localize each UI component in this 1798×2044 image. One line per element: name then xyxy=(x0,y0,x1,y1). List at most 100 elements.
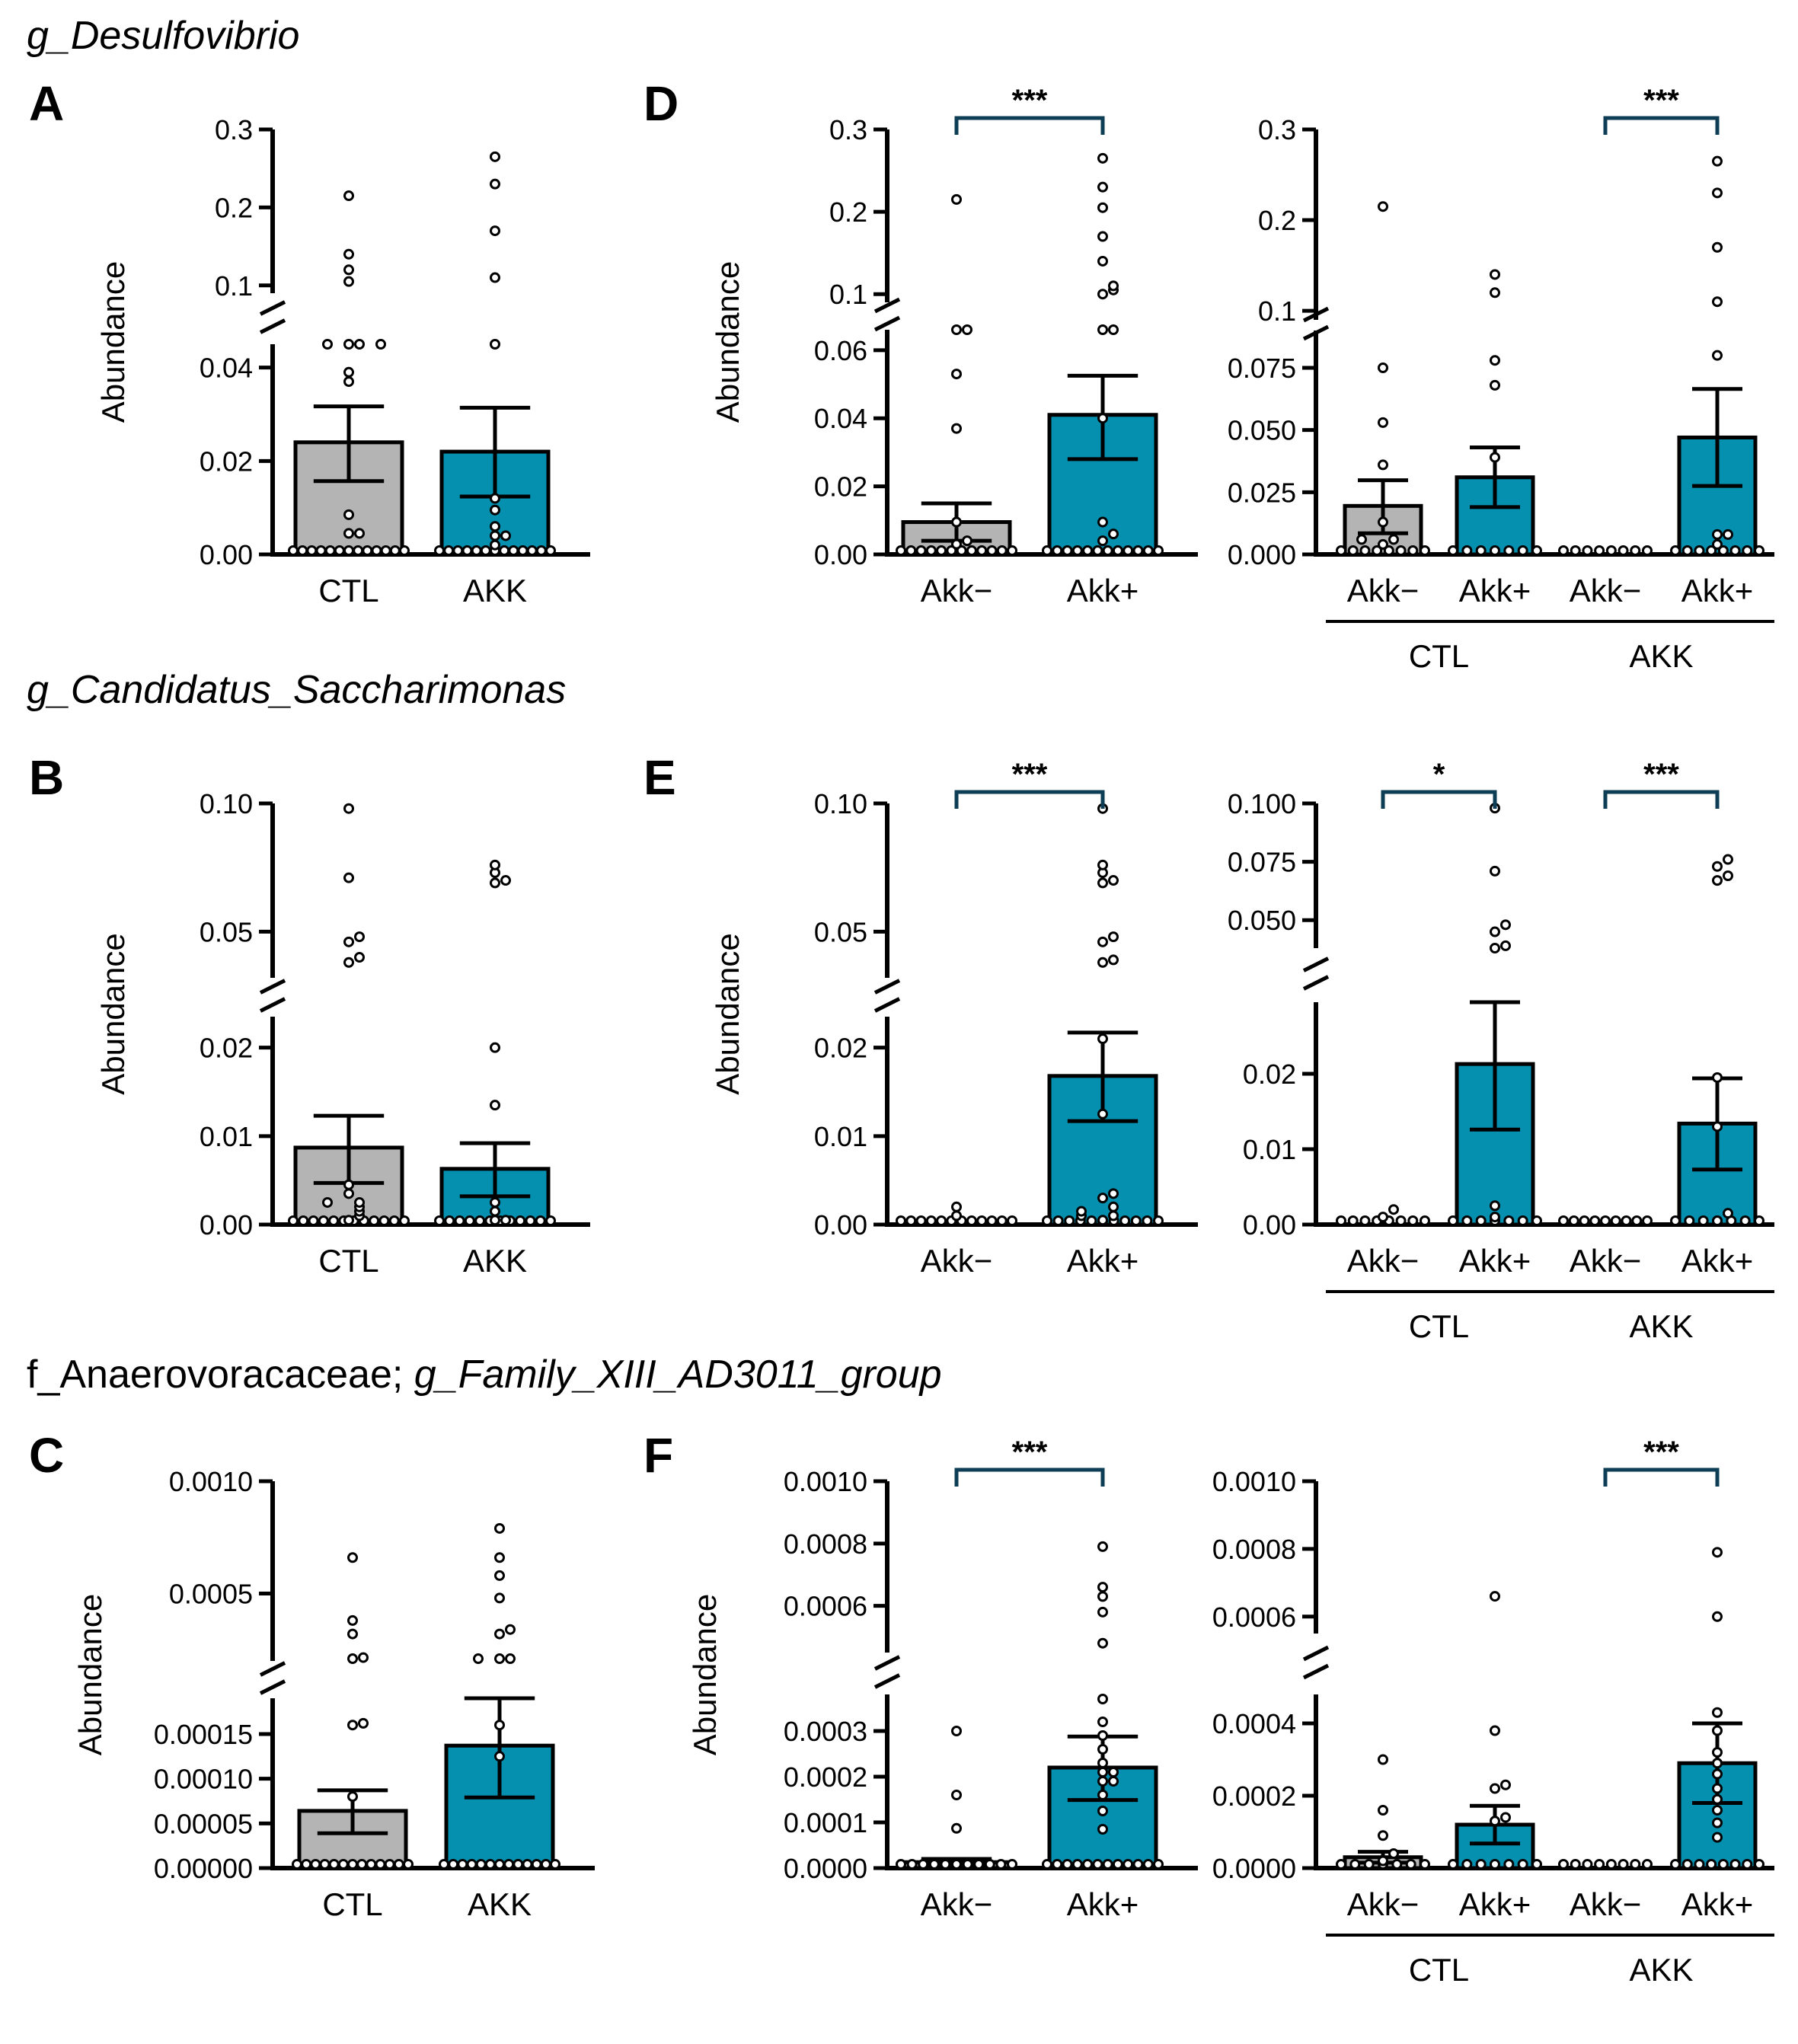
y-tick-label-upper: 0.0010 xyxy=(1212,1466,1296,1497)
data-point xyxy=(515,1215,526,1226)
data-point xyxy=(297,545,308,556)
data-point xyxy=(1594,1859,1605,1870)
data-point xyxy=(936,1215,947,1226)
data-point xyxy=(1097,1758,1108,1768)
data-point xyxy=(1712,187,1723,199)
data-point xyxy=(1490,1816,1500,1827)
data-point xyxy=(1475,1859,1487,1870)
data-point xyxy=(490,539,500,551)
data-point xyxy=(490,1100,500,1111)
data-point xyxy=(1490,926,1500,937)
data-point xyxy=(1097,877,1108,889)
data-point xyxy=(288,545,299,556)
data-point xyxy=(1490,379,1500,391)
data-point xyxy=(1712,1747,1723,1758)
data-point xyxy=(1062,545,1073,556)
data-point xyxy=(1582,545,1593,556)
y-tick-label-upper: 0.1 xyxy=(829,279,867,310)
y-tick-label-upper: 0.10 xyxy=(814,788,867,819)
data-point xyxy=(1729,1859,1741,1870)
y-axis-label: Abundance xyxy=(687,1594,723,1756)
data-point xyxy=(1712,1817,1723,1828)
x-category-label: AKK xyxy=(463,1243,527,1279)
group-label: CTL xyxy=(1409,1308,1469,1344)
data-point xyxy=(1097,324,1108,335)
y-tick-label-lower: 0.04 xyxy=(200,353,253,384)
data-point xyxy=(1568,1215,1579,1226)
significance-label: *** xyxy=(1012,1436,1048,1469)
y-tick-label-lower: 0.02 xyxy=(1243,1059,1296,1090)
data-point xyxy=(1097,413,1108,424)
data-point xyxy=(1570,1859,1581,1870)
data-point xyxy=(1712,1805,1723,1816)
axis-break-mark xyxy=(1302,975,1330,991)
data-point xyxy=(1347,1215,1359,1226)
y-tick-label-lower: 0.00 xyxy=(1243,1209,1296,1241)
data-point xyxy=(1712,1547,1723,1558)
significance-bracket xyxy=(1603,790,1720,809)
data-point xyxy=(1378,459,1388,471)
data-point xyxy=(951,538,962,550)
panel-letter: F xyxy=(644,1428,673,1483)
panel-letter: B xyxy=(29,750,64,805)
x-category-label: Akk+ xyxy=(1459,573,1531,608)
data-point xyxy=(951,423,962,434)
data-point xyxy=(986,1215,998,1226)
data-point xyxy=(1517,1215,1528,1226)
y-tick-label-upper: 0.2 xyxy=(829,196,867,228)
x-category-label: Akk− xyxy=(921,1243,993,1279)
x-category-label: AKK xyxy=(468,1886,532,1922)
data-point xyxy=(1108,324,1119,335)
data-point xyxy=(354,528,365,539)
data-point xyxy=(962,535,972,547)
significance-bracket xyxy=(1381,790,1497,809)
data-point xyxy=(1042,545,1052,556)
data-point xyxy=(1490,355,1500,366)
data-point xyxy=(503,1859,515,1870)
data-point xyxy=(1356,534,1367,545)
data-point xyxy=(1097,1717,1108,1727)
significance-label: * xyxy=(1433,758,1445,791)
data-point xyxy=(1336,545,1346,556)
data-point xyxy=(525,1215,536,1226)
axis-break-mark xyxy=(873,297,901,314)
data-point xyxy=(1097,535,1108,547)
data-point xyxy=(1153,545,1164,556)
y-tick-label-lower: 0.00000 xyxy=(154,1853,253,1884)
y-tick-label-lower: 0.00 xyxy=(200,539,253,570)
data-point xyxy=(434,545,445,556)
y-axis-label: Abundance xyxy=(72,1594,108,1756)
data-point xyxy=(1097,1215,1108,1226)
axis-break-mark xyxy=(259,318,286,334)
y-tick-label-upper: 0.0008 xyxy=(784,1528,867,1560)
data-point xyxy=(354,952,365,963)
data-point xyxy=(940,1859,951,1870)
data-point xyxy=(490,1042,500,1053)
data-point xyxy=(513,1859,524,1870)
y-tick-label-lower: 0.01 xyxy=(1243,1134,1296,1165)
data-point xyxy=(494,1720,505,1731)
data-point xyxy=(337,1859,349,1870)
data-point xyxy=(324,545,336,556)
data-point xyxy=(1378,516,1388,528)
data-point xyxy=(1712,1768,1723,1780)
data-point xyxy=(1723,854,1733,865)
y-tick-label-upper: 0.075 xyxy=(1228,847,1296,878)
data-point xyxy=(490,178,500,190)
data-point xyxy=(347,1653,358,1665)
data-point xyxy=(540,1859,551,1870)
data-point xyxy=(1712,1611,1723,1622)
data-point xyxy=(966,1215,977,1226)
data-point xyxy=(490,530,500,541)
x-category-label: Akk− xyxy=(1347,573,1420,608)
data-point xyxy=(986,545,998,556)
y-tick-label-lower: 0.0002 xyxy=(784,1761,867,1793)
data-point xyxy=(499,545,510,556)
data-point xyxy=(1108,280,1119,292)
data-point xyxy=(494,1570,505,1581)
data-point xyxy=(347,1720,358,1731)
data-point xyxy=(1153,1215,1164,1226)
y-tick-label-lower: 0.0000 xyxy=(1212,1853,1296,1884)
data-point xyxy=(1097,1582,1108,1593)
